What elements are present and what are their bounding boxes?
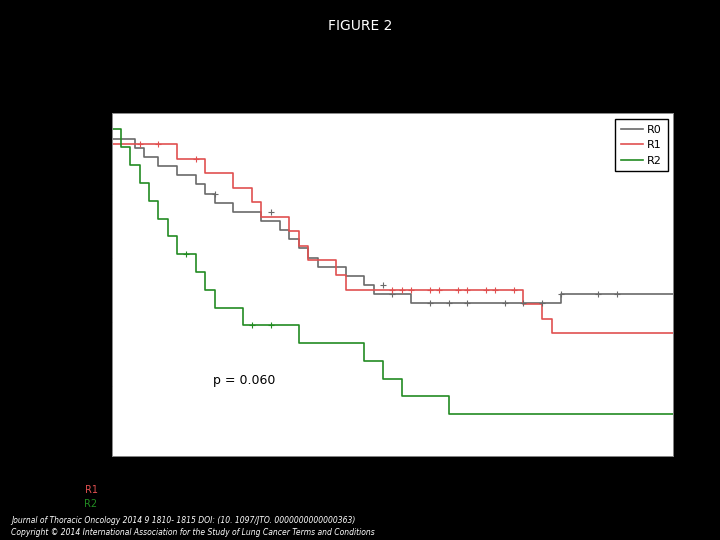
Text: 22: 22 [105,485,118,495]
R2 [107,126,116,133]
R0 [360,282,369,288]
X-axis label: Time since Diagnosis (months): Time since Diagnosis (months) [307,480,478,489]
R1 [332,272,341,279]
Text: 4: 4 [558,485,564,495]
Text: R1: R1 [84,485,98,495]
R0 [266,218,275,224]
Text: 7: 7 [277,499,283,509]
R2 [360,357,369,364]
R2 [238,322,247,328]
Text: 3: 3 [614,485,620,495]
R0 [285,227,294,233]
Text: R2: R2 [84,499,98,509]
R2 [182,251,191,258]
Text: 12: 12 [274,485,287,495]
Text: 12: 12 [386,470,399,481]
Text: No. At Risk: No. At Risk [74,464,135,474]
R2 [238,305,247,311]
Text: 6: 6 [502,470,508,481]
Text: 4: 4 [390,499,395,509]
Text: 35: 35 [105,470,118,481]
Text: 21: 21 [161,485,174,495]
R1 [669,330,678,336]
R2 [294,322,303,328]
R1 [575,330,584,336]
R0 [201,190,210,197]
Text: 2: 2 [502,499,508,509]
R0 [669,291,678,298]
Text: FIGURE 2: FIGURE 2 [328,19,392,33]
Legend: R0, R1, R2: R0, R1, R2 [615,119,667,171]
R1 [192,156,200,162]
Text: 3: 3 [446,499,451,509]
R2 [276,322,284,328]
R1 [107,140,116,147]
Text: 22: 22 [217,470,230,481]
Text: 5: 5 [558,470,564,481]
Text: R0: R0 [84,470,98,481]
Text: 3: 3 [670,470,676,481]
R1 [407,286,415,293]
Text: 5: 5 [446,485,451,495]
Text: 2: 2 [558,499,564,509]
R0 [266,218,275,224]
Text: 11: 11 [217,499,230,509]
Text: 15: 15 [161,499,174,509]
R0 [594,291,603,298]
Text: 17: 17 [217,485,230,495]
Text: 2: 2 [670,499,676,509]
R2 [669,411,678,417]
R0 [107,136,116,142]
Text: 18: 18 [105,499,118,509]
Text: 2: 2 [614,499,620,509]
Text: 7: 7 [333,499,339,509]
Text: 2: 2 [670,485,676,495]
Text: Copyright © 2014 International Association for the Study of Lung Cancer Terms an: Copyright © 2014 International Associati… [11,528,374,537]
R1 [201,156,210,162]
R1 [547,330,556,336]
Text: 8: 8 [446,470,451,481]
Text: 18: 18 [274,470,287,481]
Text: p = 0.060: p = 0.060 [212,374,275,387]
Line: R1: R1 [112,144,673,333]
Text: Journal of Thoracic Oncology 2014 9 1810- 1815 DOI: (10. 1097/JTO. 0000000000000: Journal of Thoracic Oncology 2014 9 1810… [11,516,355,525]
Text: 14: 14 [330,470,343,481]
Y-axis label: Probability of OS: Probability of OS [73,239,83,331]
R1 [238,185,247,191]
R2 [444,411,453,417]
R0 [407,300,415,307]
Text: 4: 4 [614,470,620,481]
Line: R0: R0 [112,139,673,303]
Text: 24: 24 [161,470,174,481]
Text: 5: 5 [502,485,508,495]
Text: 8: 8 [333,485,339,495]
Line: R2: R2 [112,130,673,414]
Text: 6: 6 [390,485,395,495]
